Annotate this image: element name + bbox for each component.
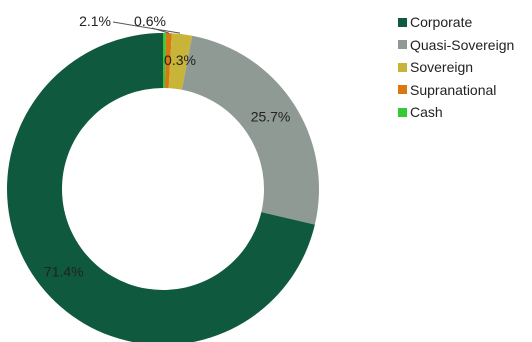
legend-swatch-sovereign <box>398 62 407 72</box>
data-label-sovereign: 2.1% <box>79 13 111 29</box>
chart-legend: Corporate Quasi-Sovereign Sovereign Supr… <box>398 11 514 124</box>
legend-item-sovereign: Sovereign <box>398 56 514 79</box>
donut-slices <box>7 33 320 342</box>
data-label-supranational: 0.6% <box>134 13 166 29</box>
slice-supranational <box>164 33 172 89</box>
legend-label-cash: Cash <box>410 104 443 121</box>
legend-item-supranational: Supranational <box>398 79 514 102</box>
leader-line-sovereign <box>112 21 181 34</box>
data-label-cash: 0.3% <box>164 52 196 68</box>
legend-label-quasi-sovereign: Quasi-Sovereign <box>410 36 515 53</box>
legend-swatch-cash <box>398 107 407 117</box>
legend-swatch-quasi-sovereign <box>398 40 407 50</box>
data-labels: 71.4% 25.7% 0.3% 2.1% 0.6% <box>44 13 290 280</box>
legend-item-quasi-sovereign: Quasi-Sovereign <box>398 34 514 57</box>
legend-item-corporate: Corporate <box>398 11 514 34</box>
legend-label-corporate: Corporate <box>410 14 473 31</box>
slice-sovereign <box>168 33 193 90</box>
slice-cash <box>163 33 166 89</box>
leader-line-supranational <box>151 27 170 34</box>
data-label-corporate: 71.4% <box>44 264 84 280</box>
data-label-quasi-sovereign: 25.7% <box>251 109 291 125</box>
legend-swatch-corporate <box>398 17 407 27</box>
legend-label-sovereign: Sovereign <box>410 59 474 76</box>
slice-quasi-sovereign <box>181 35 320 225</box>
legend-item-cash: Cash <box>398 101 514 124</box>
leader-lines <box>112 21 181 34</box>
legend-label-supranational: Supranational <box>410 81 497 98</box>
legend-swatch-supranational <box>398 85 407 95</box>
slice-corporate <box>7 33 315 342</box>
